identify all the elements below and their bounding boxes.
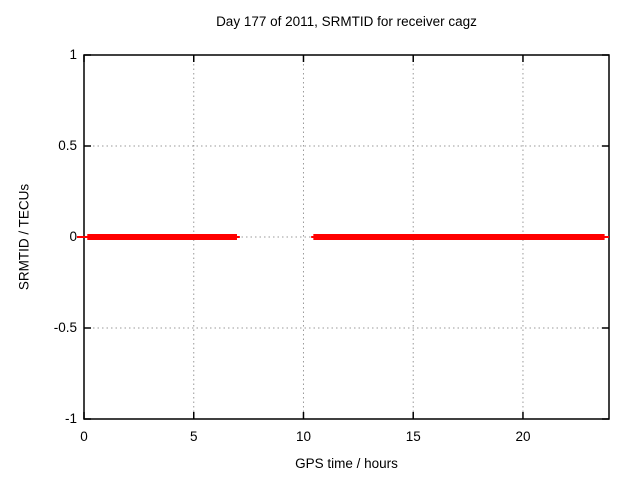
chart-title: Day 177 of 2011, SRMTID for receiver cag… (216, 14, 477, 29)
x-tick-label: 20 (515, 429, 531, 444)
x-tick-label: 5 (189, 429, 198, 444)
y-tick-label: 1 (69, 47, 77, 62)
y-tick-label: 0 (69, 229, 77, 244)
x-axis-label: GPS time / hours (295, 456, 398, 471)
x-tick-label: 0 (80, 429, 88, 444)
y-tick-label: 0.5 (58, 138, 77, 153)
x-tick-label: 15 (405, 429, 421, 444)
x-tick-label: 10 (295, 429, 311, 444)
y-tick-label: -0.5 (53, 320, 77, 335)
y-tick-label: -1 (64, 411, 77, 426)
